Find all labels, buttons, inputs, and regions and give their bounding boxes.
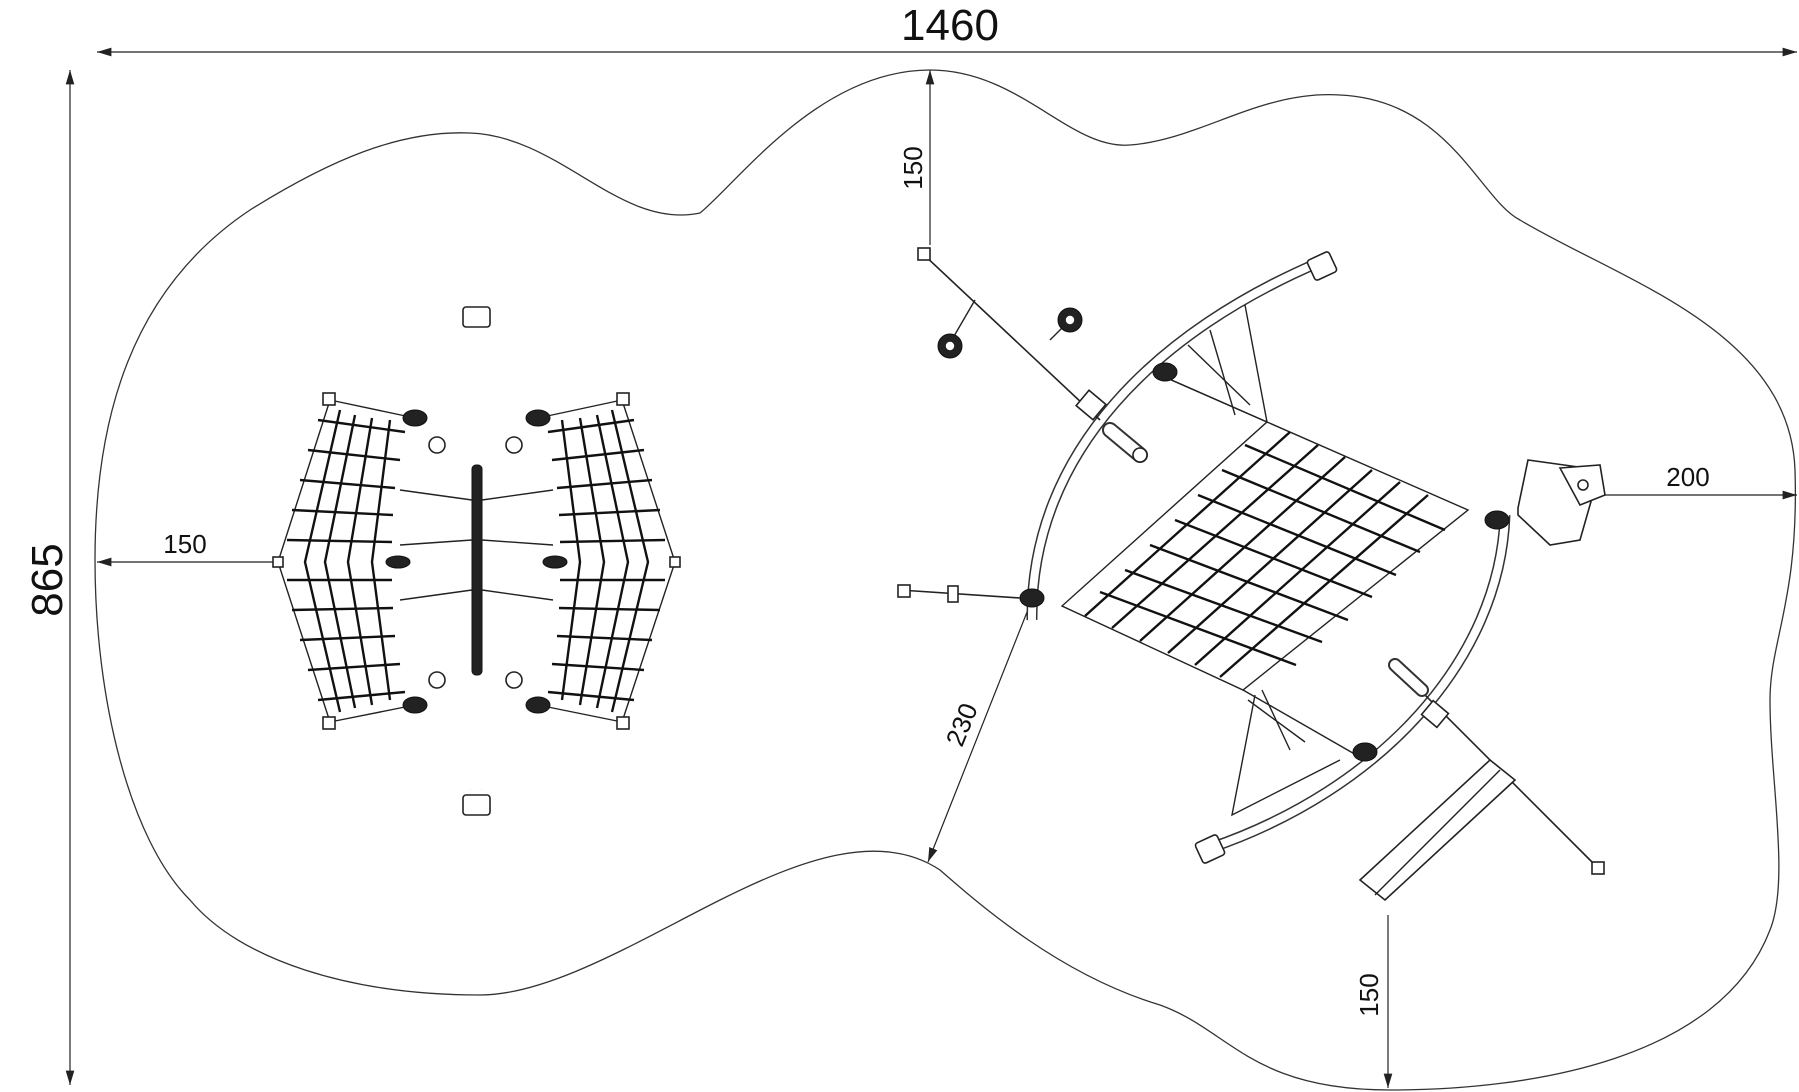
dimension-left-clearance: 150	[97, 529, 275, 567]
dimension-top-clearance-label: 150	[898, 146, 928, 189]
dimension-bottom-clearance: 150	[1354, 915, 1393, 1088]
dimension-right-clearance: 200	[1605, 462, 1797, 500]
left-climbing-net-equipment	[272, 306, 681, 816]
right-climbing-frame-equipment	[897, 247, 1606, 902]
dimension-height: 865	[23, 70, 75, 1085]
dimension-diagonal-clearance-label: 230	[940, 699, 984, 750]
dimension-top-clearance: 150	[898, 70, 935, 245]
dimension-width-label: 1460	[901, 1, 999, 50]
dimension-left-clearance-label: 150	[163, 529, 206, 559]
dimension-right-clearance-label: 200	[1666, 462, 1709, 492]
dimension-diagonal-clearance: 230	[927, 596, 1034, 863]
dimension-width: 1460	[97, 1, 1797, 57]
dimension-bottom-clearance-label: 150	[1354, 973, 1384, 1016]
dimension-height-label: 865	[23, 543, 72, 616]
safety-zone-outline	[94, 69, 1797, 1091]
